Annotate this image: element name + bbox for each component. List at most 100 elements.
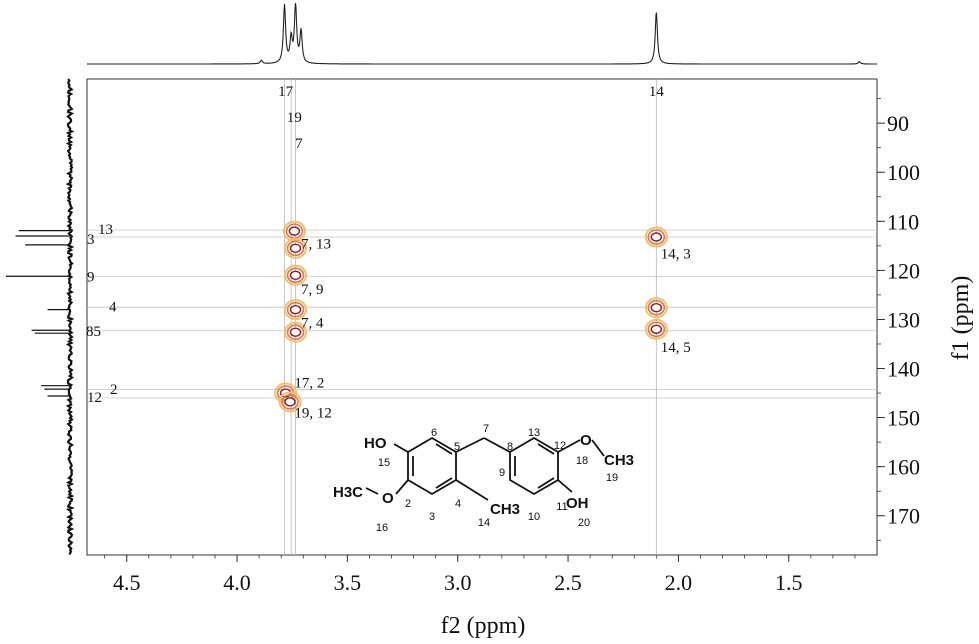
y-tick-label: 90: [887, 111, 909, 136]
contour-inner: [650, 324, 663, 334]
left-projection-label: 4: [109, 300, 117, 316]
atom-number-label: 16: [376, 522, 388, 534]
cross-peak: [284, 321, 308, 343]
left-projection-label: 3: [87, 232, 95, 248]
right-ring-double-bond: [537, 443, 555, 455]
y-tick-label: 120: [887, 258, 920, 283]
cross-peak-labels: 7, 13 7, 9 7, 4 17, 2 19, 12 14, 3 14, 5: [294, 236, 690, 421]
methoxy-o-bond: [395, 479, 409, 495]
top-projection-label: 14: [649, 84, 665, 100]
atom-number-label: 8: [507, 441, 513, 453]
left-projection-baseline: [65, 78, 75, 555]
atom-number-label: 19: [606, 472, 618, 484]
cross-peak-label: 14, 5: [661, 340, 691, 356]
left-ring-double-bond: [435, 443, 453, 455]
atom-number-label: 9: [499, 467, 505, 479]
contour-inner: [289, 327, 302, 337]
structure-group-label: CH3: [604, 452, 634, 469]
x-tick-label: 4.0: [223, 570, 251, 595]
cross-peak-label: 7, 9: [301, 282, 324, 298]
top-projection-trace: [87, 3, 877, 65]
top-1d-projection: [87, 3, 877, 65]
atom-number-label: 2: [405, 498, 411, 510]
left-1d-projection: [6, 78, 75, 555]
atom-number-label: 20: [578, 517, 590, 529]
contour-inner: [289, 243, 302, 253]
left-projection-label: 9: [87, 269, 95, 285]
left-ring-double-bond: [435, 477, 453, 489]
atom-number-label: 6: [431, 427, 437, 439]
left-projection-label: 85: [86, 324, 101, 340]
atom-number-label: 10: [528, 511, 540, 523]
structure-group-label: CH3: [490, 501, 520, 518]
chemical-structure-labels: HO H3C O CH3 OH O CH3 6 5 7 8 13 12 15 18 19 9 2 4 11 3 14 10 1…: [333, 423, 634, 534]
methoxy-ch3-right-bond: [591, 439, 605, 457]
cross-peak: [644, 226, 668, 248]
contour-outer: [284, 299, 308, 321]
left-projection-labels: 313 94 85 12 2: [86, 222, 118, 406]
x-axis: 4.5 4.0 3.5 3.0 2.5 2.0 1.5: [104, 555, 856, 595]
structure-group-label: HO: [364, 435, 387, 452]
plot-area-frame: [86, 78, 878, 556]
bridge-bond: [483, 437, 511, 453]
cross-peak: [644, 318, 668, 340]
top-projection-label: 7: [295, 136, 303, 152]
contour-inner: [289, 304, 302, 315]
left-projection-peaks: [6, 230, 70, 397]
methoxy-ch3-bond: [365, 487, 379, 495]
x-axis-title: f2 (ppm): [441, 613, 526, 639]
atom-number-label: 14: [478, 517, 490, 529]
structure-group-label: H3C: [333, 484, 363, 501]
contour-outer: [278, 391, 302, 413]
contour-inner: [288, 226, 301, 236]
bridge-bond: [455, 437, 485, 453]
y-tick-label: 170: [887, 504, 920, 529]
structure-group-label: O: [382, 490, 394, 507]
chemical-structure: [365, 436, 605, 501]
cross-peak-label: 7, 4: [301, 315, 324, 331]
contour-outer: [644, 297, 668, 319]
cross-peak-label: 14, 3: [661, 247, 691, 263]
atom-number-label: 18: [576, 455, 588, 467]
contour-outer: [644, 226, 668, 248]
y-tick-label: 100: [887, 160, 920, 185]
contour-middle: [286, 267, 305, 284]
methoxy-o-right-bond: [557, 439, 581, 453]
top-projection-labels: 17 19 7 14: [278, 84, 664, 152]
contour-inner: [650, 232, 663, 242]
right-ring-double-bond: [537, 477, 555, 489]
contour-middle: [647, 299, 666, 316]
contour-inner: [284, 397, 296, 407]
y-axis: 90 100 110 120 130 140 150 160 170: [877, 98, 920, 541]
left-projection-label: 2: [110, 382, 118, 398]
contour-outer: [284, 321, 308, 343]
atom-number-label: 11: [556, 501, 567, 513]
left-projection-label: 13: [98, 222, 113, 238]
cross-peak: [284, 237, 308, 259]
cross-peak: [284, 299, 308, 321]
contour-outer: [284, 264, 308, 286]
contour-outer: [644, 318, 668, 340]
y-tick-label: 150: [887, 406, 920, 431]
cross-peak: [644, 297, 668, 319]
x-tick-label: 3.5: [334, 570, 362, 595]
contour-inner: [650, 302, 663, 313]
atom-number-label: 5: [454, 441, 460, 453]
contour-middle: [286, 301, 305, 318]
cross-peak: [278, 391, 302, 413]
contour-middle: [647, 229, 666, 245]
cross-peak-contours: [274, 220, 668, 413]
cross-peak-label: 19, 12: [294, 406, 332, 422]
atom-number-label: 15: [378, 457, 390, 469]
x-tick-label: 3.0: [444, 570, 472, 595]
atom-number-label: 3: [429, 511, 435, 523]
ho-bond: [393, 443, 409, 453]
y-tick-label: 110: [887, 209, 919, 234]
contour-middle: [286, 324, 305, 341]
x-tick-label: 4.5: [113, 570, 141, 595]
x-tick-label: 1.5: [775, 570, 803, 595]
x-tick-label: 2.5: [554, 570, 582, 595]
x-tick-label: 2.0: [665, 570, 693, 595]
atom-number-label: 7: [483, 423, 489, 435]
